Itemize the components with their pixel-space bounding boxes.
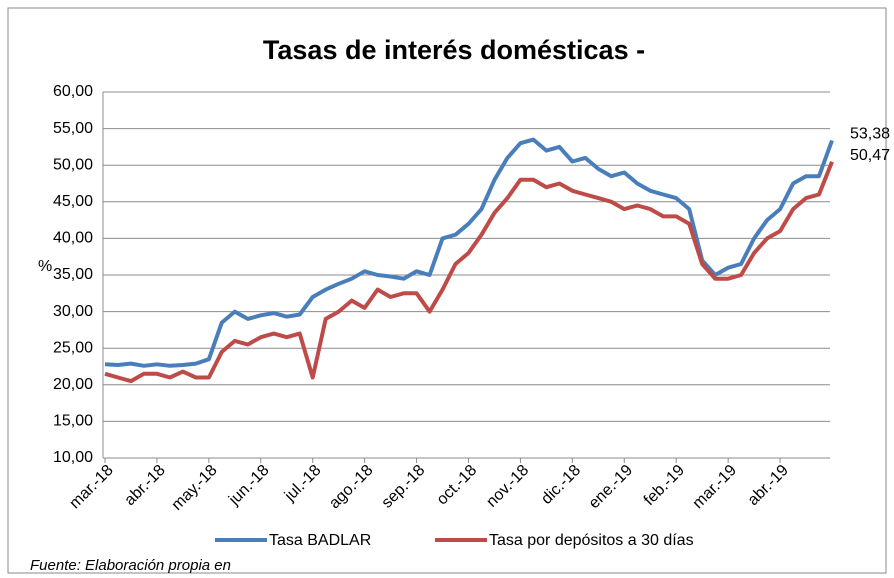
data-label: 53,38 (850, 126, 890, 143)
y-tick-label: 20,00 (53, 376, 93, 393)
chart-frame (7, 7, 887, 574)
y-tick-label: 15,00 (53, 413, 93, 430)
legend-label: Tasa por depósitos a 30 días (489, 532, 694, 549)
legend-label: Tasa BADLAR (269, 532, 371, 549)
y-tick-label: 60,00 (53, 83, 93, 100)
y-tick-label: 25,00 (53, 339, 93, 356)
y-tick-label: 10,00 (53, 449, 93, 466)
y-tick-label: 50,00 (53, 156, 93, 173)
chart-title: Tasas de interés domésticas - (263, 35, 645, 65)
source-note: Fuente: Elaboración propia en (30, 557, 231, 574)
series-line (104, 161, 834, 384)
series-line (104, 137, 834, 368)
y-tick-label: 45,00 (53, 193, 93, 210)
y-tick-label: 40,00 (53, 230, 93, 247)
y-axis-label: % (38, 258, 52, 275)
y-tick-label: 30,00 (53, 303, 93, 320)
y-tick-label: 35,00 (53, 266, 93, 283)
data-label: 50,47 (850, 147, 890, 164)
y-tick-label: 55,00 (53, 120, 93, 137)
